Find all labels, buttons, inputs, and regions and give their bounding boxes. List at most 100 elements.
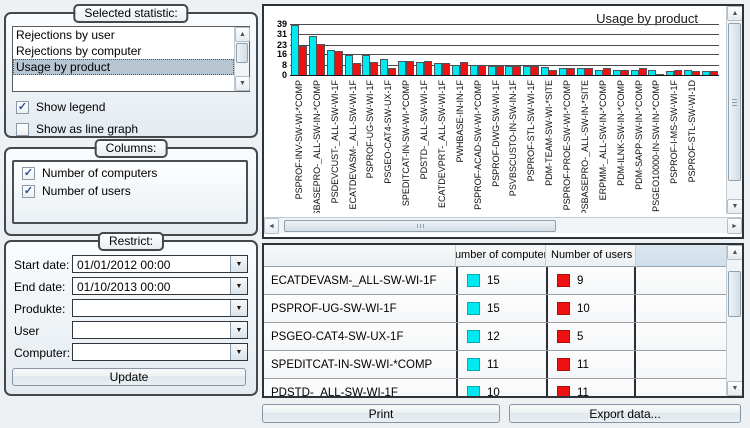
combo-field[interactable]: 01/01/2012 00:00 ▼ <box>72 255 248 273</box>
combo-value: 01/10/2013 00:00 <box>77 280 171 294</box>
bar-computers <box>505 66 514 75</box>
column-option-label: Number of computers <box>42 166 158 180</box>
table-row[interactable]: SPEDITCAT-IN-SW-WI-*COMP 11 11 <box>264 351 726 379</box>
restrict-field-row: Produkte: ▼ <box>12 299 250 321</box>
bar-computers <box>451 65 460 75</box>
dropdown-button[interactable]: ▼ <box>230 278 247 294</box>
bar-pair <box>433 24 451 75</box>
table-vscrollbar[interactable]: ▲ ▼ <box>726 245 742 396</box>
product-cell: SPEDITCAT-IN-SW-WI-*COMP <box>271 358 433 371</box>
y-axis-tick: 39 <box>276 19 287 29</box>
column-option-checkbox[interactable]: ✓ <box>22 166 35 180</box>
bar-users <box>674 70 683 75</box>
table-row[interactable]: PSPROF-UG-SW-WI-1F 15 10 <box>264 295 726 323</box>
computers-cell: 15 <box>456 295 546 322</box>
bar-users <box>352 63 361 75</box>
y-axis-tick: 31 <box>276 29 287 39</box>
print-button[interactable]: Print <box>262 404 500 423</box>
dropdown-button[interactable]: ▼ <box>230 344 247 360</box>
combo-field[interactable]: ▼ <box>72 343 248 361</box>
column-option[interactable]: ✓ Number of users <box>22 184 246 198</box>
users-value: 5 <box>577 330 584 343</box>
bar-pair <box>487 24 505 75</box>
show-line-checkbox[interactable] <box>16 122 29 136</box>
users-column-header[interactable]: Number of users <box>546 245 636 267</box>
table-row[interactable]: ECATDEVASM-_ALL-SW-WI-1F 15 9 <box>264 267 726 295</box>
scrollbar-thumb[interactable] <box>284 220 556 232</box>
bar-pair <box>522 24 540 75</box>
listbox-scrollbar[interactable]: ▲ ▼ <box>234 27 250 91</box>
combo-field[interactable]: 01/10/2013 00:00 ▼ <box>72 277 248 295</box>
scroll-up-icon[interactable]: ▲ <box>727 245 742 260</box>
bar-computers <box>362 55 371 75</box>
bar-pair <box>665 24 683 75</box>
scrollbar-thumb[interactable] <box>728 23 741 181</box>
bar-computers <box>702 71 711 75</box>
users-swatch <box>557 274 570 287</box>
show-line-option[interactable]: Show as line graph <box>16 122 138 136</box>
bar-users <box>656 74 665 75</box>
show-legend-option[interactable]: ✓ Show legend <box>16 100 105 114</box>
table-row[interactable]: PDSTD-_ALL-SW-WI-1F 10 11 <box>264 379 726 396</box>
users-cell: 11 <box>546 379 636 396</box>
restrict-group: Restrict: Start date: 01/01/2012 00:00 ▼ En… <box>4 232 258 396</box>
export-data-button[interactable]: Export data... <box>509 404 741 423</box>
y-axis-tick: 8 <box>281 60 287 70</box>
chart-hscrollbar[interactable]: ◄ ► <box>264 217 742 234</box>
x-axis-label: PSPROF-PROE-SW-WI-*COMP <box>562 80 573 211</box>
combo-field[interactable]: ▼ <box>72 299 248 317</box>
table-row[interactable]: PSGEO-CAT4-SW-UX-1F 12 5 <box>264 323 726 351</box>
computers-value: 15 <box>487 302 500 315</box>
scrollbar-thumb[interactable] <box>728 271 741 317</box>
scroll-up-icon[interactable]: ▲ <box>727 6 742 21</box>
users-value: 11 <box>577 386 589 397</box>
users-cell: 11 <box>546 351 636 378</box>
product-cell: PSGEO-CAT4-SW-UX-1F <box>271 330 404 343</box>
x-axis-label: PSPROF-INV-SW-WI-*COMP <box>293 80 304 200</box>
field-label: Produkte: <box>14 302 66 316</box>
dropdown-button[interactable]: ▼ <box>230 300 247 316</box>
scroll-down-icon[interactable]: ▼ <box>235 76 250 91</box>
bar-users <box>370 62 379 75</box>
column-option[interactable]: ✓ Number of computers <box>22 166 246 180</box>
product-cell: PDSTD-_ALL-SW-WI-1F <box>271 386 398 397</box>
chevron-down-icon: ▼ <box>235 304 243 312</box>
statistic-list-items: Rejections by user Rejections by computer… <box>13 27 234 91</box>
combo-field[interactable]: ▼ <box>72 321 248 339</box>
restrict-field-row: Computer: ▼ <box>12 343 250 365</box>
computers-swatch <box>467 330 480 343</box>
bar-users <box>316 44 325 75</box>
bar-pair <box>326 24 344 75</box>
gridline <box>290 75 719 76</box>
dropdown-button[interactable]: ▼ <box>230 256 247 272</box>
scroll-right-icon[interactable]: ► <box>727 218 742 234</box>
scroll-up-icon[interactable]: ▲ <box>235 27 250 42</box>
columns-options: ✓ Number of computers ✓ Number of users <box>14 166 246 198</box>
bar-pair <box>612 24 630 75</box>
statistic-listbox[interactable]: Rejections by user Rejections by computer… <box>12 26 250 92</box>
scroll-down-icon[interactable]: ▼ <box>727 199 742 214</box>
x-axis-label: PSPROF-STL-SW-WI-1D <box>687 80 698 183</box>
scroll-down-icon[interactable]: ▼ <box>727 381 742 396</box>
dropdown-button[interactable]: ▼ <box>230 322 247 338</box>
statistic-list-item[interactable]: Rejections by computer <box>16 44 142 58</box>
product-column-header <box>264 245 456 267</box>
scroll-left-icon[interactable]: ◄ <box>264 218 279 234</box>
bar-pair <box>558 24 576 75</box>
bar-pair <box>576 24 594 75</box>
update-button[interactable]: Update <box>12 368 246 386</box>
statistic-list-item[interactable]: Rejections by user <box>16 28 115 42</box>
show-legend-checkbox[interactable]: ✓ <box>16 100 29 114</box>
computers-column-header[interactable]: Number of computers <box>456 245 546 267</box>
column-option-checkbox[interactable]: ✓ <box>22 184 35 198</box>
x-axis-label: PSBASEPRO-_ALL-SW-IN-*COMP <box>311 80 322 213</box>
x-axis-label: PSDEVCUST-_ALL-SW-WI-1F <box>329 80 340 204</box>
x-axis-label: ECATDEVASM-_ALL-SW-WI-1F <box>347 80 358 210</box>
users-value: 9 <box>577 274 584 287</box>
scrollbar-thumb[interactable] <box>236 43 248 63</box>
chart-vscrollbar[interactable]: ▲ ▼ <box>726 6 742 214</box>
field-label: End date: <box>14 280 66 294</box>
bar-computers <box>684 70 693 75</box>
statistic-list-item[interactable]: Usage by product <box>13 59 234 75</box>
